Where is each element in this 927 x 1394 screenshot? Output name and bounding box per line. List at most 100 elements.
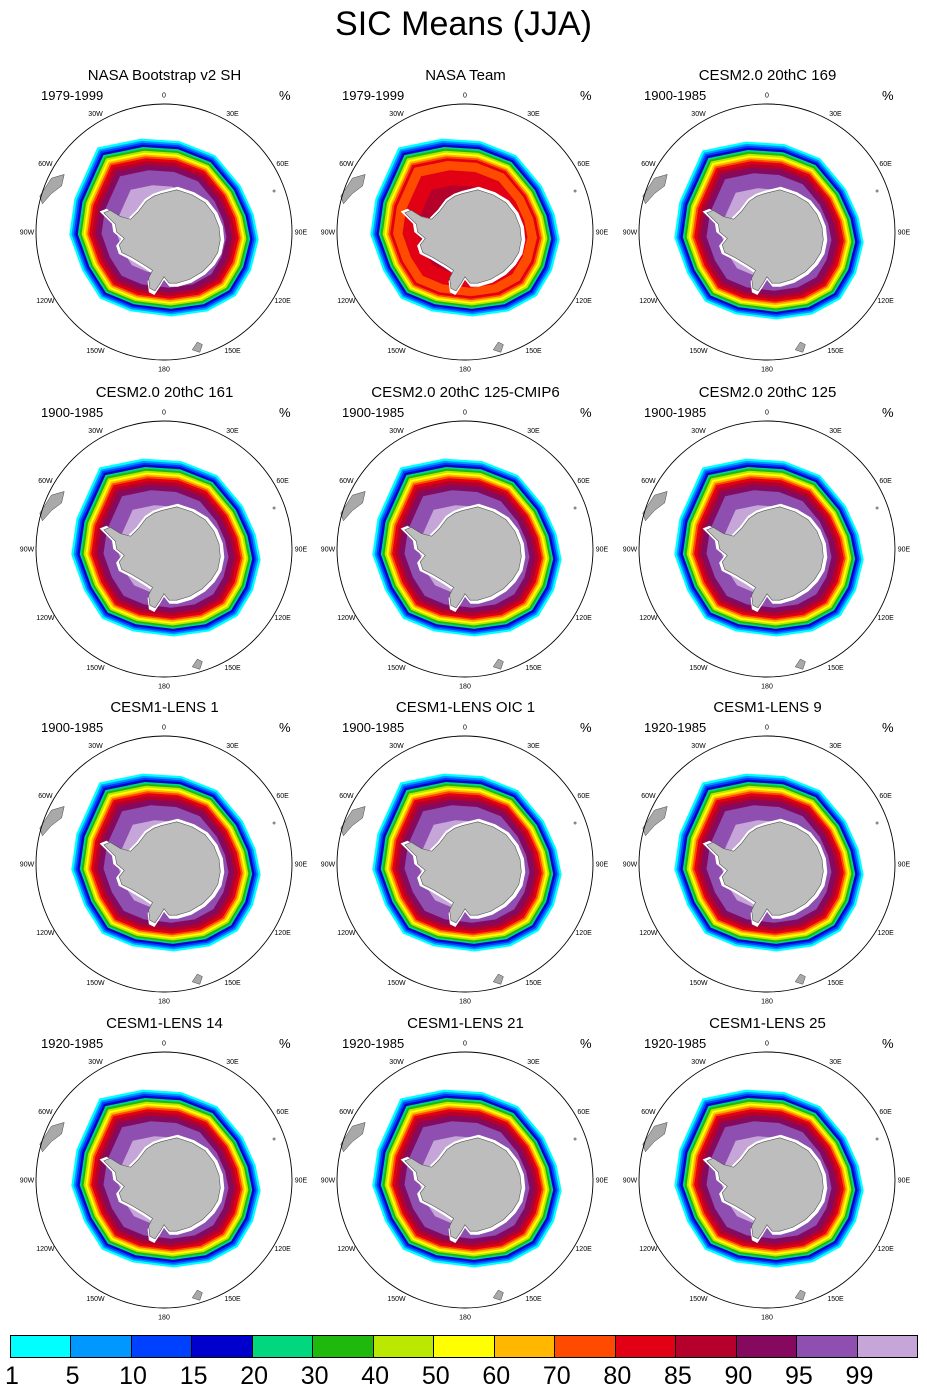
colorbar-label: 60 (482, 1362, 511, 1390)
longitude-label: 0 (463, 93, 467, 100)
longitude-label: 90E (898, 1178, 911, 1185)
polar-map: 0 30E 60E 90E 120E 150E 180 150W 120W 90W 60W 30W (623, 93, 911, 374)
longitude-label: 0 (463, 725, 467, 732)
longitude-label: 30W (691, 1059, 706, 1066)
longitude-label: 90W (623, 862, 638, 869)
longitude-label: 90E (898, 862, 911, 869)
panel-unit: % (580, 720, 592, 735)
polar-map: 0 30E 60E 90E 120E 150E 180 150W 120W 90W 60W 30W (623, 1041, 911, 1322)
longitude-label: 90W (623, 1178, 638, 1185)
longitude-label: 150W (86, 665, 105, 672)
longitude-label: 180 (761, 684, 773, 691)
kerguelen-island (573, 189, 577, 193)
longitude-label: 120E (575, 930, 592, 937)
longitude-label: 30W (691, 428, 706, 435)
panel-period: 1920-1985 (342, 1036, 405, 1051)
longitude-label: 120W (337, 615, 356, 622)
colorbar-swatch-95 (797, 1336, 858, 1357)
longitude-label: 180 (459, 999, 471, 1006)
polar-map: 0 30E 60E 90E 120E 150E 180 150W 120W 90W 60W 30W (321, 1041, 609, 1322)
longitude-label: 120E (877, 1246, 894, 1253)
map-panel: 0 30E 60E 90E 120E 150E 180 150W 120W 90W 60W 30W CE… (616, 1014, 919, 1330)
colorbar-label: 15 (179, 1362, 208, 1390)
antarctica-landmass (103, 189, 221, 292)
longitude-label: 30E (829, 1059, 842, 1066)
longitude-label: 150W (689, 665, 708, 672)
map-panel: 0 30E 60E 90E 120E 150E 180 150W 120W 90W 60W 30W CE… (616, 698, 919, 1014)
antarctica-landmass (103, 1137, 221, 1240)
panel-period: 1920-1985 (41, 1036, 104, 1051)
longitude-label: 150W (86, 980, 105, 987)
longitude-label: 90E (295, 547, 308, 554)
longitude-label: 60E (879, 1109, 892, 1116)
panel-unit: % (279, 1036, 291, 1051)
longitude-label: 90W (20, 1178, 35, 1185)
map-panels-grid: 0 30E 60E 90E 120E 150E 180 150W 120W 90W 60W 30W NA… (13, 66, 919, 1330)
longitude-label: 60W (38, 1109, 53, 1116)
longitude-label: 60E (577, 478, 590, 485)
panel-title: CESM1-LENS OIC 1 (395, 699, 536, 716)
colorbar-label: 30 (300, 1362, 329, 1390)
colorbar-swatch-50 (434, 1336, 495, 1357)
antarctica-landmass (404, 189, 522, 292)
south-america-landmass (642, 174, 668, 205)
kerguelen-island (875, 1137, 879, 1141)
colorbar-swatch-85 (676, 1336, 737, 1357)
panel-title: CESM2.0 20thC 169 (698, 67, 837, 84)
panel-period: 1979-1999 (342, 88, 405, 103)
colorbar-label: 80 (603, 1362, 632, 1390)
antarctica-landmass (404, 506, 522, 609)
longitude-label: 60E (577, 793, 590, 800)
longitude-label: 60W (38, 478, 53, 485)
longitude-label: 30E (829, 111, 842, 118)
new-zealand-landmass (492, 973, 504, 985)
longitude-label: 90E (596, 862, 609, 869)
longitude-label: 90W (321, 230, 336, 237)
panel-period: 1900-1985 (41, 720, 104, 735)
longitude-label: 150W (387, 348, 406, 355)
panel-unit: % (580, 405, 592, 420)
map-panel: 0 30E 60E 90E 120E 150E 180 150W 120W 90W 60W 30W CE… (616, 66, 919, 382)
colorbar-label: 95 (785, 1362, 813, 1390)
map-boundary-circle (35, 735, 293, 993)
antarctica-landmass (404, 821, 522, 924)
panel-period: 1900-1985 (342, 720, 405, 735)
colorbar-label: 50 (421, 1362, 450, 1390)
longitude-label: 60E (577, 161, 590, 168)
kerguelen-island (272, 506, 276, 510)
longitude-label: 150E (525, 1296, 542, 1303)
kerguelen-island (573, 1137, 577, 1141)
colorbar-swatch-80 (615, 1336, 677, 1357)
polar-map: 0 30E 60E 90E 120E 150E 180 150W 120W 90W 60W 30W (20, 410, 308, 691)
panel-unit: % (882, 405, 894, 420)
longitude-label: 120W (639, 930, 658, 937)
longitude-label: 120W (36, 1246, 55, 1253)
longitude-label: 180 (761, 1315, 773, 1322)
longitude-label: 0 (162, 410, 166, 417)
longitude-label: 60E (276, 793, 289, 800)
longitude-label: 30W (389, 1059, 404, 1066)
colorbar-label: 1 (5, 1362, 19, 1390)
longitude-label: 90E (898, 547, 911, 554)
map-panel: 0 30E 60E 90E 120E 150E 180 150W 120W 90W 60W 30W CE… (13, 1014, 316, 1330)
longitude-label: 60W (339, 793, 354, 800)
longitude-label: 180 (158, 999, 170, 1006)
colorbar-label: 70 (542, 1362, 571, 1390)
polar-map: 0 30E 60E 90E 120E 150E 180 150W 120W 90W 60W 30W (20, 93, 308, 374)
colorbar-swatch-60 (494, 1336, 556, 1357)
panel-title: CESM2.0 20thC 125-CMIP6 (371, 384, 560, 401)
map-boundary-circle (35, 420, 293, 678)
polar-map: 0 30E 60E 90E 120E 150E 180 150W 120W 90W 60W 30W (623, 725, 911, 1006)
colorbar (10, 1335, 918, 1358)
south-america-landmass (39, 174, 65, 205)
longitude-label: 30E (226, 111, 239, 118)
map-boundary-circle (35, 1051, 293, 1309)
panel-title: CESM2.0 20thC 161 (95, 384, 234, 401)
longitude-label: 150E (525, 665, 542, 672)
longitude-label: 90W (623, 230, 638, 237)
new-zealand-landmass (794, 341, 806, 353)
new-zealand-landmass (492, 341, 504, 353)
polar-map: 0 30E 60E 90E 120E 150E 180 150W 120W 90W 60W 30W (20, 1041, 308, 1322)
longitude-label: 30W (389, 428, 404, 435)
map-panel: 0 30E 60E 90E 120E 150E 180 150W 120W 90W 60W 30W CE… (314, 383, 617, 699)
